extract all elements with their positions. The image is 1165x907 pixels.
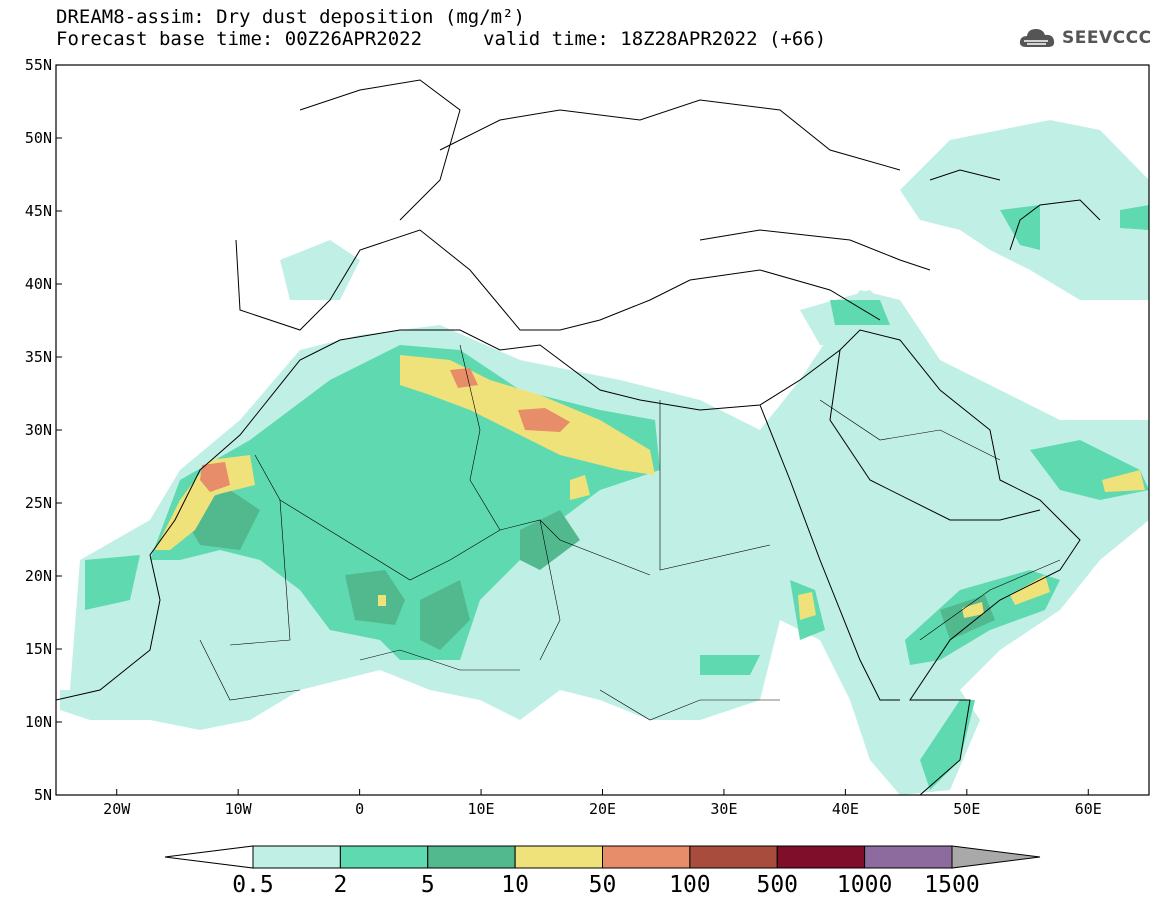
colorbar-cell bbox=[864, 845, 953, 869]
colorbar-label: 100 bbox=[669, 872, 711, 898]
coastlines bbox=[56, 79, 1101, 795]
longitude-tick-label: 30E bbox=[710, 800, 737, 818]
colorbar-low-arrow bbox=[164, 845, 254, 869]
longitude-tick-label: 0 bbox=[355, 800, 364, 818]
colorbar-cell bbox=[689, 845, 778, 869]
longitude-tick-label: 10W bbox=[225, 800, 253, 818]
latitude-tick-label: 10N bbox=[25, 713, 52, 731]
longitude-labels: 20W 10W 0 10E 20E 30E 40E 50E 60E bbox=[103, 789, 1102, 818]
latitude-tick-label: 40N bbox=[25, 275, 52, 293]
colorbar-label: 1500 bbox=[924, 872, 980, 898]
colorbar-high-arrow bbox=[951, 845, 1041, 869]
latitude-tick-label: 35N bbox=[25, 348, 52, 366]
colorbar-cell bbox=[252, 845, 341, 869]
latitude-tick-label: 5N bbox=[34, 786, 52, 804]
colorbar-cell bbox=[339, 845, 429, 869]
dust-fields bbox=[60, 120, 1149, 795]
latitude-tick-label: 15N bbox=[25, 640, 52, 658]
colorbar-cell bbox=[776, 845, 866, 869]
latitude-labels: 55N 50N 45N 40N 35N 30N 25N 20N 15N 10N 5N bbox=[25, 56, 62, 804]
latitude-tick-label: 20N bbox=[25, 567, 52, 585]
colorbar-label: 2 bbox=[333, 872, 348, 898]
latitude-tick-label: 55N bbox=[25, 56, 52, 74]
logo-text: SEEVCCC bbox=[1062, 28, 1152, 48]
latitude-tick-label: 30N bbox=[25, 421, 52, 439]
longitude-tick-label: 40E bbox=[832, 800, 859, 818]
colorbar-label: 1000 bbox=[836, 872, 893, 898]
seevccc-logo: SEEVCCC bbox=[1018, 25, 1152, 51]
longitude-tick-label: 50E bbox=[953, 800, 980, 818]
colorbar-cell bbox=[602, 845, 691, 869]
cloud-icon bbox=[1019, 29, 1055, 47]
colorbar-label: 50 bbox=[588, 872, 617, 898]
longitude-tick-label: 20E bbox=[589, 800, 616, 818]
contour-50 bbox=[200, 368, 570, 492]
longitude-tick-label: 60E bbox=[1075, 800, 1102, 818]
colorbar-label: 0.5 bbox=[232, 872, 274, 898]
latitude-tick-label: 50N bbox=[25, 129, 52, 147]
latitude-tick-label: 25N bbox=[25, 494, 52, 512]
colorbar bbox=[164, 845, 1041, 869]
colorbar-label: 5 bbox=[420, 872, 435, 898]
colorbar-label: 10 bbox=[501, 872, 529, 898]
latitude-tick-label: 45N bbox=[25, 202, 52, 220]
colorbar-cell bbox=[514, 845, 603, 869]
colorbar-label: 500 bbox=[756, 872, 799, 898]
map-title: DREAM8-assim: Dry dust deposition (mg/m²… bbox=[56, 6, 525, 28]
longitude-tick-label: 10E bbox=[468, 800, 495, 818]
longitude-tick-label: 20W bbox=[103, 800, 131, 818]
borders bbox=[199, 344, 1061, 721]
colorbar-cell bbox=[427, 845, 516, 869]
forecast-base-time: Forecast base time: 00Z26APR2022 bbox=[56, 28, 423, 50]
valid-time: valid time: 18Z28APR2022 (+66) bbox=[483, 28, 827, 50]
